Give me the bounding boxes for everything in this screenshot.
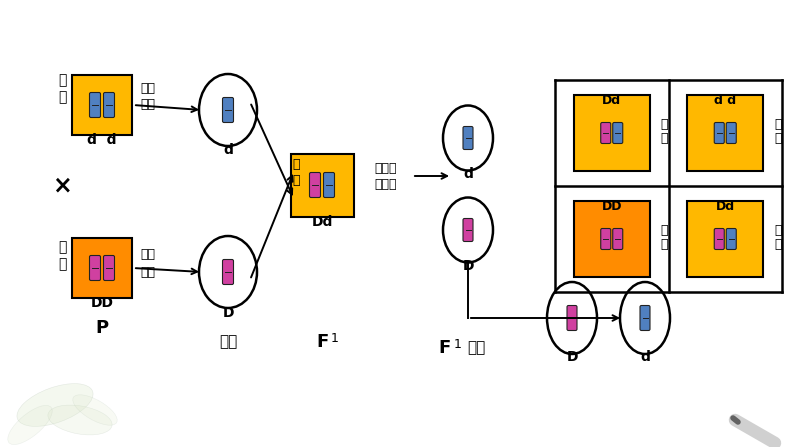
Text: 高减数: 高减数: [375, 161, 397, 174]
Text: P: P: [95, 319, 109, 337]
Bar: [573, 95, 650, 171]
Bar: [291, 153, 353, 216]
Bar: [573, 201, 650, 277]
FancyBboxPatch shape: [715, 122, 724, 143]
Ellipse shape: [443, 198, 493, 262]
Text: ×: ×: [52, 173, 72, 197]
Text: d: d: [640, 350, 650, 364]
FancyBboxPatch shape: [222, 260, 233, 284]
FancyBboxPatch shape: [90, 256, 101, 281]
Text: 配子: 配子: [219, 334, 237, 350]
Text: 高: 高: [774, 239, 782, 252]
Text: d  d: d d: [87, 133, 117, 147]
FancyBboxPatch shape: [601, 122, 611, 143]
Text: Dd: Dd: [311, 215, 333, 229]
Text: 配子: 配子: [467, 341, 485, 355]
Bar: [687, 201, 763, 277]
Ellipse shape: [199, 74, 257, 146]
Ellipse shape: [443, 105, 493, 170]
Bar: [687, 95, 763, 171]
Bar: [72, 238, 132, 298]
Ellipse shape: [73, 395, 118, 425]
FancyBboxPatch shape: [727, 228, 736, 249]
Text: 矮: 矮: [774, 132, 782, 146]
FancyBboxPatch shape: [601, 228, 611, 249]
Text: F: F: [439, 339, 451, 357]
Text: D: D: [462, 259, 474, 273]
Text: 茎: 茎: [774, 118, 782, 131]
Text: 受: 受: [292, 159, 300, 172]
Bar: [72, 75, 132, 135]
Ellipse shape: [48, 405, 112, 435]
FancyBboxPatch shape: [640, 305, 650, 330]
Ellipse shape: [8, 405, 52, 445]
Text: D: D: [222, 306, 233, 320]
FancyBboxPatch shape: [103, 256, 114, 281]
FancyBboxPatch shape: [463, 127, 473, 149]
Text: d d: d d: [714, 94, 736, 107]
FancyBboxPatch shape: [727, 122, 736, 143]
Text: 高: 高: [58, 240, 66, 254]
Text: d: d: [463, 167, 473, 181]
Text: DD: DD: [91, 296, 114, 310]
Ellipse shape: [547, 282, 597, 354]
FancyBboxPatch shape: [103, 93, 114, 118]
Text: 茎: 茎: [58, 90, 66, 104]
FancyBboxPatch shape: [463, 219, 473, 241]
Text: 茎: 茎: [58, 257, 66, 271]
Text: 茎分裂: 茎分裂: [375, 177, 397, 190]
FancyBboxPatch shape: [715, 228, 724, 249]
Text: 精: 精: [292, 174, 300, 187]
Text: 茎: 茎: [661, 224, 669, 237]
FancyBboxPatch shape: [567, 305, 577, 330]
Text: 矮: 矮: [58, 73, 66, 87]
Text: 高: 高: [661, 132, 669, 146]
Text: Dd: Dd: [602, 94, 622, 107]
Text: 1: 1: [331, 333, 339, 346]
Ellipse shape: [199, 236, 257, 308]
Text: 茎: 茎: [774, 224, 782, 237]
Text: 减数: 减数: [141, 249, 156, 261]
FancyBboxPatch shape: [222, 97, 233, 122]
Text: d: d: [223, 143, 233, 157]
Ellipse shape: [620, 282, 670, 354]
Text: 1: 1: [454, 337, 462, 350]
Text: 分裂: 分裂: [141, 266, 156, 278]
Text: DD: DD: [602, 200, 622, 214]
FancyBboxPatch shape: [613, 122, 622, 143]
FancyBboxPatch shape: [323, 173, 334, 198]
Text: 分裂: 分裂: [141, 98, 156, 111]
Text: 减数: 减数: [141, 81, 156, 94]
FancyBboxPatch shape: [310, 173, 321, 198]
FancyBboxPatch shape: [90, 93, 101, 118]
Text: D: D: [566, 350, 578, 364]
Text: 茎: 茎: [661, 118, 669, 131]
FancyBboxPatch shape: [613, 228, 622, 249]
Text: F: F: [316, 333, 328, 351]
Ellipse shape: [17, 384, 93, 426]
Text: 高: 高: [661, 239, 669, 252]
Text: Dd: Dd: [715, 200, 734, 214]
